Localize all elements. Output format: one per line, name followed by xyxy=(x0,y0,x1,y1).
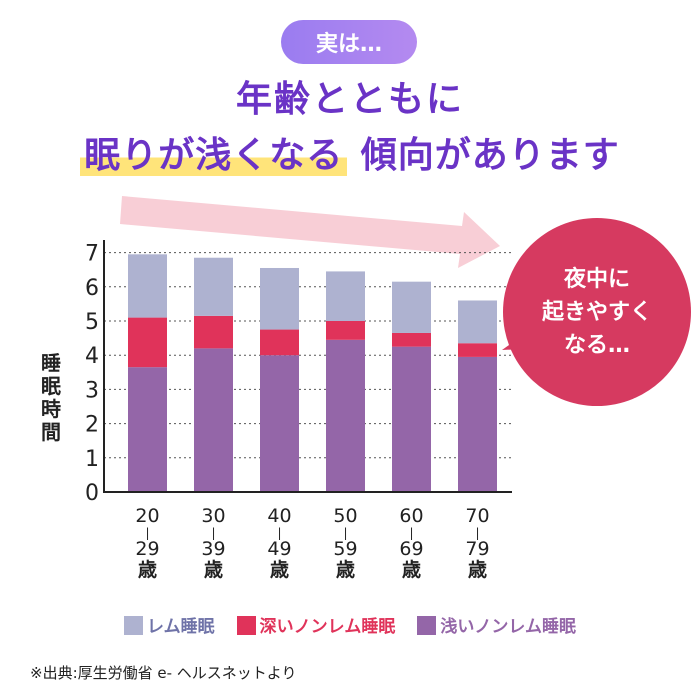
bar-deep-2 xyxy=(260,329,299,356)
trend-arrow xyxy=(120,196,500,268)
title-line-1: 年齢とともに xyxy=(235,79,464,120)
y-tick-label: 4 xyxy=(85,344,99,369)
title-line-2: 眠りが浅くなる 傾向があります xyxy=(0,126,700,178)
range-dash: | xyxy=(211,526,216,540)
bar-rem-5 xyxy=(458,300,497,344)
range-dash: | xyxy=(343,526,348,540)
x-tick-label: 40 | 49 歳 xyxy=(250,506,310,581)
title-highlight: 眠りが浅くなる xyxy=(80,135,348,176)
range-dash: | xyxy=(475,526,480,540)
bar-deep-3 xyxy=(326,321,365,340)
age-unit: 歳 xyxy=(137,559,157,581)
age-from: 40 xyxy=(267,505,292,527)
age-unit: 歳 xyxy=(401,559,421,581)
bar-light-1 xyxy=(194,348,233,492)
speech-bubble: 夜中に 起きやすく なる… xyxy=(503,218,691,406)
age-unit: 歳 xyxy=(467,559,487,581)
bar-deep-1 xyxy=(194,315,233,349)
x-tick-label: 30 | 39 歳 xyxy=(184,506,244,581)
bar-light-3 xyxy=(326,339,365,492)
bubble-line: なる… xyxy=(563,332,630,358)
range-dash: | xyxy=(145,526,150,540)
bubble-line: 夜中に xyxy=(563,266,630,292)
x-tick-label: 70 | 79 歳 xyxy=(448,506,508,581)
bar-deep-0 xyxy=(128,317,167,368)
y-tick-label: 7 xyxy=(85,242,99,267)
age-to: 39 xyxy=(201,538,226,560)
legend-item-rem: レム睡眠 xyxy=(123,612,215,637)
age-unit: 歳 xyxy=(335,559,355,581)
bar-light-5 xyxy=(458,356,497,492)
bar-rem-3 xyxy=(326,271,365,321)
legend-swatch xyxy=(417,616,437,635)
bar-rem-2 xyxy=(260,267,299,330)
age-to: 79 xyxy=(465,538,490,560)
range-dash: | xyxy=(277,526,282,540)
y-tick-label: 6 xyxy=(85,276,99,301)
legend-item-light: 浅いノンレム睡眠 xyxy=(417,612,576,637)
age-to: 29 xyxy=(135,538,160,560)
bar-deep-4 xyxy=(392,332,431,347)
age-unit: 歳 xyxy=(203,559,223,581)
y-tick-label: 1 xyxy=(85,447,99,472)
age-from: 30 xyxy=(201,505,226,527)
age-to: 69 xyxy=(399,538,424,560)
bar-rem-4 xyxy=(392,281,431,333)
age-unit: 歳 xyxy=(269,559,289,581)
range-dash: | xyxy=(409,526,414,540)
age-from: 20 xyxy=(135,505,160,527)
bar-light-2 xyxy=(260,355,299,492)
y-tick-label: 5 xyxy=(85,310,99,335)
x-tick-label: 50 | 59 歳 xyxy=(316,506,376,581)
age-to: 59 xyxy=(333,538,358,560)
legend-item-deep: 深いノンレム睡眠 xyxy=(236,612,395,637)
bar-light-0 xyxy=(128,367,167,492)
y-tick-label: 0 xyxy=(85,481,99,506)
legend: レム睡眠 深いノンレム睡眠 浅いノンレム睡眠 xyxy=(0,612,700,637)
age-to: 49 xyxy=(267,538,292,560)
intro-pill: 実は… xyxy=(281,20,417,64)
bar-light-4 xyxy=(392,346,431,492)
age-from: 60 xyxy=(399,505,424,527)
source-note: ※出典:厚生労働省 e- ヘルスネットより xyxy=(30,664,297,682)
legend-swatch xyxy=(236,616,256,635)
bar-deep-5 xyxy=(458,343,497,357)
y-tick-label: 2 xyxy=(85,413,99,438)
y-axis-label: 睡眠時間 xyxy=(41,351,61,444)
legend-swatch xyxy=(123,616,143,635)
y-tick-label: 3 xyxy=(85,378,99,403)
x-tick-label: 20 | 29 歳 xyxy=(118,506,178,581)
title-rest: 傾向があります xyxy=(360,135,620,176)
x-tick-label: 60 | 69 歳 xyxy=(382,506,442,581)
bar-rem-1 xyxy=(194,257,233,316)
age-from: 50 xyxy=(333,505,358,527)
bubble-line: 起きやすく xyxy=(541,299,652,325)
age-from: 70 xyxy=(465,505,490,527)
bar-rem-0 xyxy=(128,254,167,318)
